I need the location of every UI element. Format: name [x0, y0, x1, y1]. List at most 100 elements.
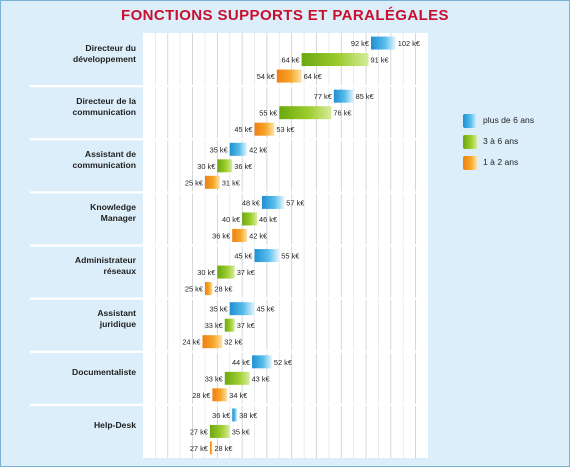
data-label-high: 46 k€: [259, 215, 277, 224]
legend-swatch: [463, 135, 477, 149]
data-label-high: 45 k€: [257, 305, 275, 314]
category-label: Assistant de communication: [8, 149, 136, 171]
category-label: Documentaliste: [8, 367, 136, 378]
category-label: Assistant juridique: [8, 308, 136, 330]
legend-label: plus de 6 ans: [483, 115, 535, 125]
data-label-low: 27 k€: [190, 427, 208, 436]
data-label-high: 32 k€: [224, 338, 242, 347]
data-label-low: 35 k€: [210, 305, 228, 314]
range-bar: [252, 355, 272, 369]
range-bar: [232, 408, 238, 422]
category-label: Knowledge Manager: [8, 202, 136, 224]
data-label-high: 31 k€: [222, 178, 240, 187]
range-bar: [261, 195, 285, 209]
data-label-low: 45 k€: [234, 125, 252, 134]
data-label-high: 91 k€: [371, 56, 389, 65]
chart-title: Fonctions supports et paralégales: [121, 7, 449, 24]
data-label-high: 28 k€: [214, 444, 232, 453]
data-label-low: 28 k€: [192, 391, 210, 400]
data-label-high: 36 k€: [234, 162, 252, 171]
data-label-high: 42 k€: [249, 231, 267, 240]
category-label-line: réseaux: [103, 266, 137, 277]
range-bar: [229, 302, 255, 316]
data-label-high: 28 k€: [214, 285, 232, 294]
data-label-low: 54 k€: [257, 72, 275, 81]
data-label-high: 37 k€: [237, 321, 255, 330]
data-label-high: 43 k€: [252, 374, 270, 383]
category-label-line: communication: [72, 106, 136, 117]
range-bar: [229, 142, 248, 156]
range-bar: [212, 388, 228, 402]
data-label-high: 76 k€: [333, 109, 351, 118]
data-label-low: 64 k€: [282, 56, 300, 65]
category-label-line: Directeur du: [85, 42, 136, 53]
legend-swatch: [463, 156, 477, 170]
range-bar: [232, 228, 248, 242]
data-label-low: 33 k€: [205, 321, 223, 330]
data-label-low: 36 k€: [212, 411, 230, 420]
data-label-high: 102 k€: [398, 39, 420, 48]
data-label-low: 24 k€: [182, 338, 200, 347]
data-label-high: 57 k€: [286, 198, 304, 207]
category-label-line: Manager: [100, 212, 136, 223]
category-label-line: Directeur de la: [76, 95, 136, 106]
data-label-high: 42 k€: [249, 145, 267, 154]
data-label-high: 52 k€: [274, 358, 292, 367]
category-label: Directeur de la communication: [8, 96, 136, 118]
range-bar: [209, 424, 230, 438]
category-label-line: Assistant de: [84, 148, 136, 159]
range-bar: [224, 371, 250, 385]
data-label-high: 55 k€: [281, 252, 299, 261]
category-label-line: juridique: [99, 319, 136, 330]
data-label-low: 92 k€: [351, 39, 369, 48]
range-bar: [279, 106, 332, 120]
range-bar: [242, 212, 257, 226]
data-label-high: 34 k€: [229, 391, 247, 400]
data-label-low: 45 k€: [234, 252, 252, 261]
data-label-low: 44 k€: [232, 358, 250, 367]
category-label-line: Documentaliste: [72, 366, 136, 377]
data-label-low: 25 k€: [185, 285, 203, 294]
legend-label: 3 à 6 ans: [483, 136, 519, 146]
data-label-low: 25 k€: [185, 178, 203, 187]
range-bar: [204, 175, 220, 189]
category-label-line: Administrateur: [74, 255, 136, 266]
data-label-low: 35 k€: [210, 145, 228, 154]
data-label-low: 77 k€: [314, 92, 332, 101]
data-label-low: 33 k€: [205, 374, 223, 383]
data-label-low: 30 k€: [197, 268, 215, 277]
range-bar: [254, 122, 275, 136]
data-label-low: 36 k€: [212, 231, 230, 240]
range-bar: [204, 282, 213, 296]
data-label-low: 30 k€: [197, 162, 215, 171]
range-bar: [202, 335, 223, 349]
range-bar: [276, 69, 302, 83]
data-label-high: 38 k€: [239, 411, 257, 420]
data-label-high: 35 k€: [232, 427, 250, 436]
data-label-low: 40 k€: [222, 215, 240, 224]
data-label-low: 55 k€: [259, 109, 277, 118]
range-bar: [333, 89, 354, 103]
category-label-line: Knowledge: [90, 201, 136, 212]
category-label-line: Help-Desk: [93, 419, 136, 430]
category-label-line: communication: [72, 159, 136, 170]
range-bar: [224, 318, 235, 332]
data-label-high: 37 k€: [237, 268, 255, 277]
range-bar: [301, 53, 369, 67]
data-label-high: 85 k€: [356, 92, 374, 101]
data-label-high: 53 k€: [276, 125, 294, 134]
range-bar: [217, 159, 233, 173]
category-label-line: Assistant: [97, 308, 136, 319]
data-label-high: 64 k€: [304, 72, 322, 81]
category-label: Administrateur réseaux: [8, 255, 136, 277]
data-label-low: 48 k€: [242, 198, 260, 207]
range-bar: [371, 36, 396, 50]
legend-label: 1 à 2 ans: [483, 157, 519, 167]
category-label-line: développement: [72, 53, 136, 64]
range-bar: [209, 441, 213, 455]
range-bar: [217, 265, 235, 279]
data-label-low: 27 k€: [190, 444, 208, 453]
range-bar: [254, 249, 280, 263]
legend-swatch: [463, 114, 477, 128]
